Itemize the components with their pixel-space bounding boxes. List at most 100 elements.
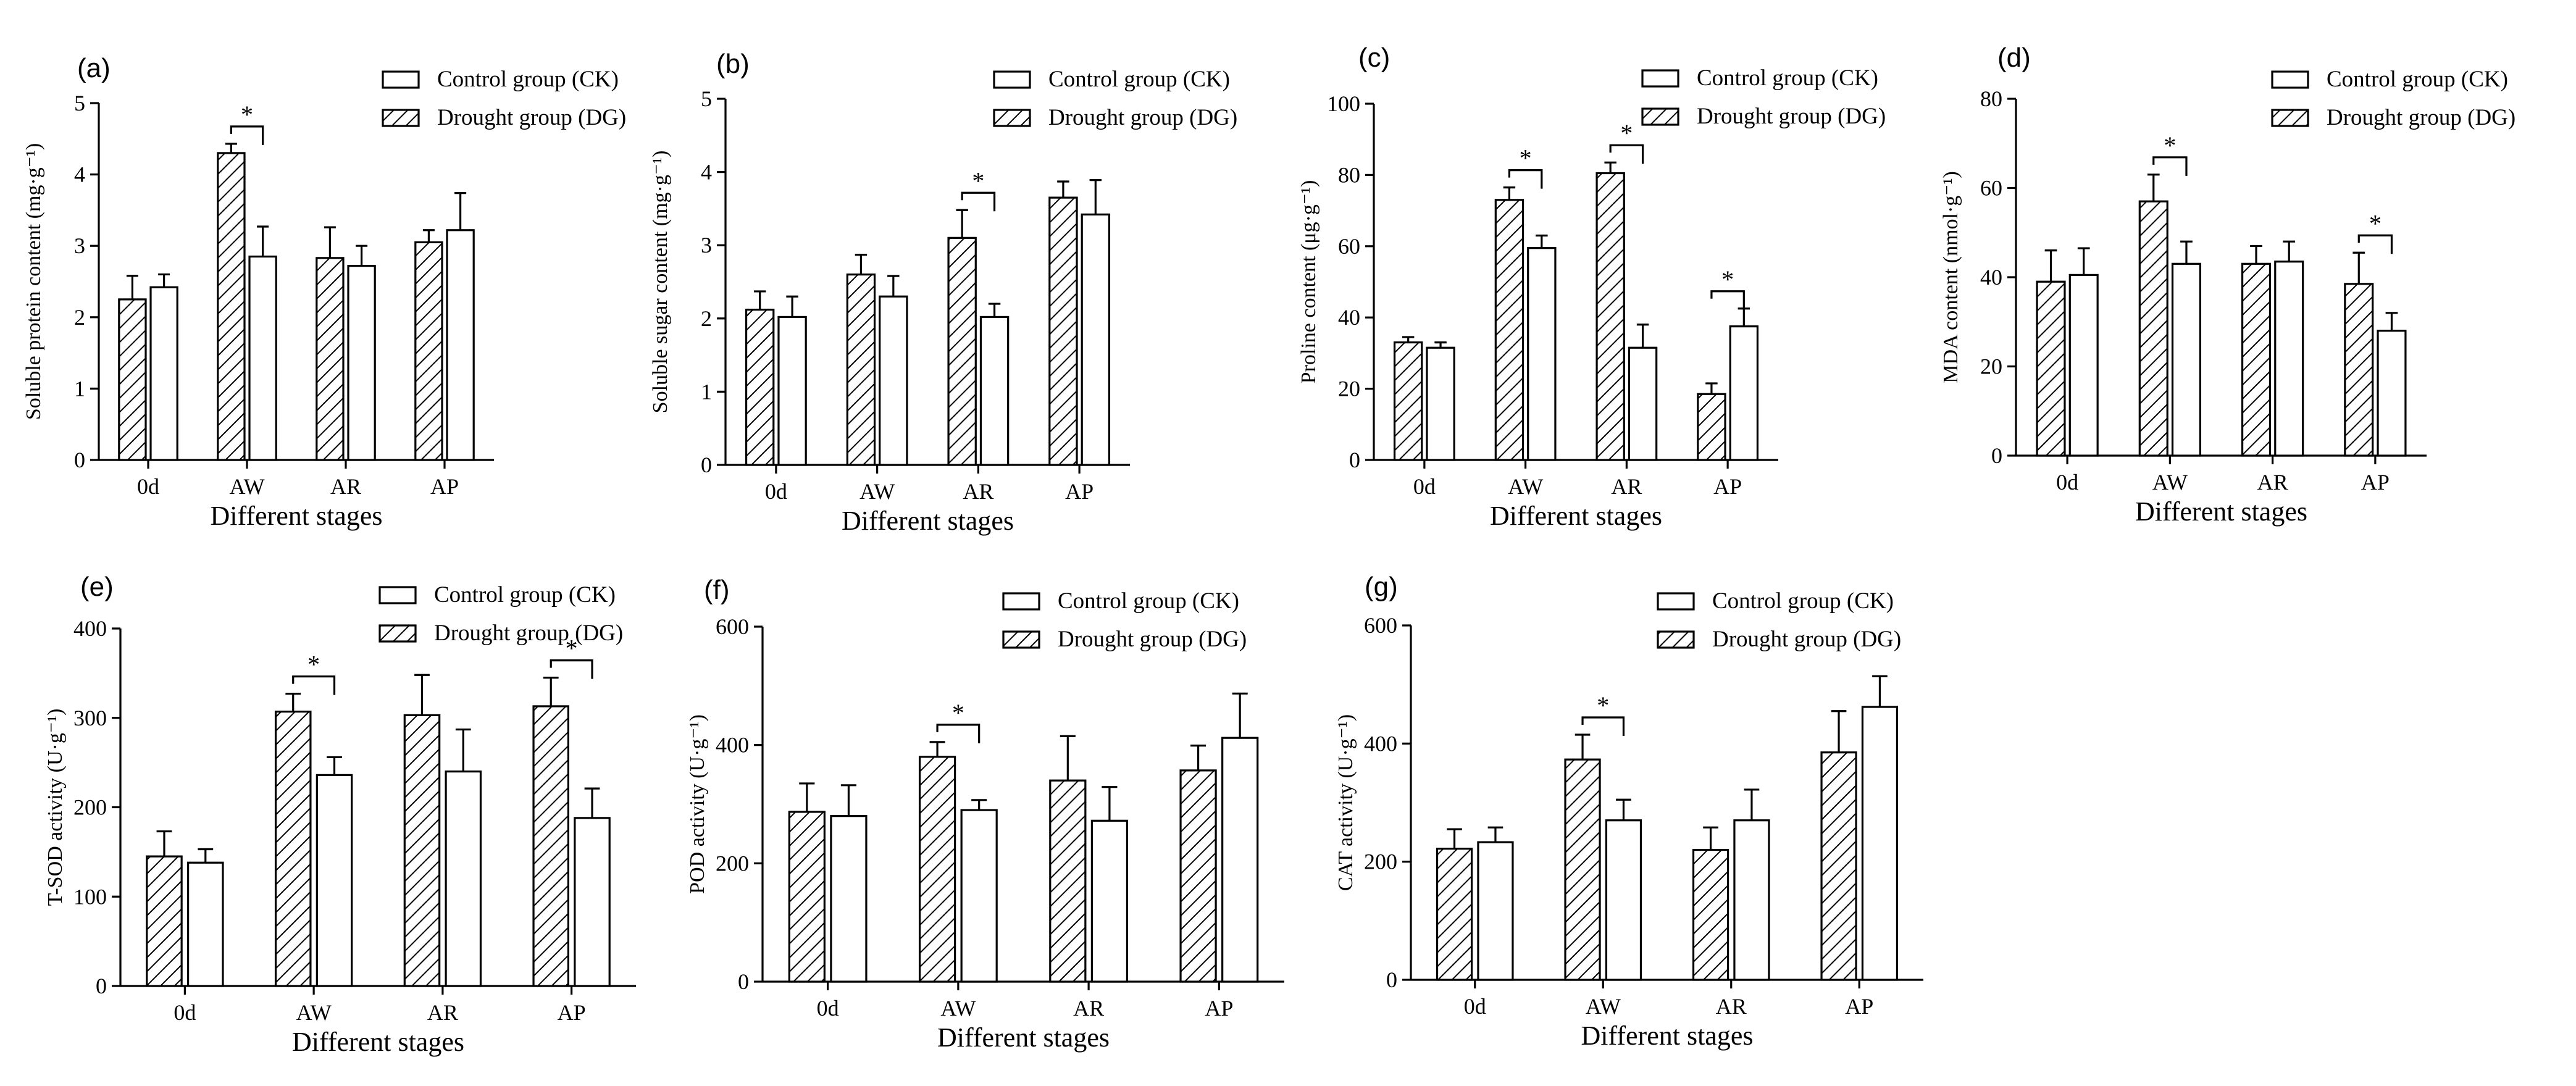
x-axis-label: Different stages: [1581, 1021, 1754, 1051]
significance-star: *: [566, 635, 578, 662]
bar-drought: [274, 711, 312, 987]
significance-star: *: [1520, 144, 1532, 172]
x-axis-label: Different stages: [1490, 501, 1662, 531]
bar-drought: [2241, 262, 2272, 457]
legend-swatch-drought: [993, 109, 1031, 127]
bar-drought: [316, 257, 345, 461]
bar-drought: [1595, 172, 1625, 461]
y-tick-label: 20: [1338, 377, 1360, 401]
panel-letter: (b): [716, 49, 750, 79]
legend-label: Control group (CK): [2327, 67, 2508, 92]
bar-drought: [1048, 196, 1078, 466]
legend-label: Control group (CK): [437, 67, 619, 92]
bar-control: [2377, 330, 2407, 457]
chart-panel-f: (f) 0 200 400 600 POD activity (U·g⁻¹) Differe…: [686, 575, 1284, 1053]
y-tick-label: 0: [96, 974, 107, 998]
legend-label: Drought group (DG): [434, 620, 623, 646]
bar-control: [2274, 261, 2304, 457]
y-tick-label: 0: [701, 453, 712, 477]
bar-control: [2068, 274, 2099, 457]
x-axis-label: Different stages: [211, 501, 383, 531]
legend-swatch-control: [378, 586, 417, 604]
x-tick-label: AP: [558, 1000, 586, 1025]
y-axis-label: POD activity (U·g⁻¹): [686, 714, 709, 894]
y-axis-label: Soluble sugar content (mg·g⁻¹): [649, 151, 672, 414]
x-tick-label: AR: [2257, 470, 2288, 495]
bar-control: [777, 315, 807, 466]
bar-drought: [1436, 848, 1473, 981]
chart-panel-g: (g) 0 200 400 600 CAT activity (U·g⁻¹) Differe…: [1334, 572, 1923, 1051]
y-tick-label: 80: [1338, 162, 1360, 187]
bar-drought: [403, 714, 441, 987]
bar-drought: [1692, 848, 1729, 981]
bar-drought: [118, 298, 147, 461]
y-tick-label: 600: [716, 614, 749, 639]
y-tick-label: 1: [701, 379, 712, 404]
significance-star: *: [972, 167, 984, 194]
x-tick-label: AR: [963, 479, 993, 504]
legend-label: Control group (CK): [434, 582, 616, 608]
x-tick-label: 0d: [765, 479, 787, 504]
bar-control: [1426, 346, 1455, 461]
legend-swatch-control: [993, 70, 1031, 89]
legend-swatch-control: [1002, 592, 1040, 611]
x-tick-label: AW: [2152, 470, 2188, 495]
bar-drought: [1820, 751, 1857, 981]
significance-bracket: [936, 724, 981, 743]
x-tick-label: AR: [1611, 474, 1642, 499]
bar-control: [248, 255, 277, 461]
bar-control: [1221, 737, 1259, 983]
bar-drought: [918, 756, 956, 983]
bar-drought: [1564, 758, 1601, 981]
significance-star: *: [241, 101, 253, 128]
y-axis-label: MDA content (nmol·g⁻¹): [1939, 171, 1962, 383]
x-tick-label: 0d: [137, 474, 159, 499]
bar-drought: [146, 855, 183, 987]
legend-label: Control group (CK): [1048, 67, 1230, 92]
bar-control: [1090, 819, 1129, 983]
legend-swatch-drought: [378, 624, 417, 643]
significance-bracket: [230, 125, 264, 145]
y-tick-label: 100: [73, 884, 107, 909]
y-tick-label: 2: [701, 306, 712, 331]
significance-star: *: [1620, 119, 1633, 147]
panel-letter: (c): [1358, 43, 1390, 73]
panel-letter: (g): [1365, 572, 1398, 602]
legend-label: Drought group (DG): [1048, 105, 1237, 130]
bar-drought: [1393, 341, 1423, 461]
chart-panel-e: (e) 0 100 200 300 400 T-SOD activity (U·g⁻¹) Di…: [44, 572, 636, 1057]
legend-label: Control group (CK): [1058, 588, 1239, 614]
y-tick-label: 200: [716, 851, 749, 875]
bar-control: [2171, 262, 2202, 457]
panel-letter: (e): [80, 572, 114, 602]
bar-drought: [846, 274, 876, 466]
x-tick-label: 0d: [817, 996, 839, 1021]
x-tick-label: AP: [2361, 470, 2390, 495]
x-tick-label: AW: [229, 474, 264, 499]
y-tick-label: 60: [1980, 176, 2002, 201]
legend-swatch-control: [2271, 70, 2309, 89]
bar-drought: [2344, 283, 2374, 457]
y-tick-label: 60: [1338, 234, 1360, 259]
bar-drought: [1697, 393, 1726, 461]
legend-label: Drought group (DG): [1712, 627, 1901, 652]
bar-control: [1729, 325, 1759, 461]
legend-swatch-drought: [382, 109, 420, 127]
x-tick-label: AW: [1586, 994, 1621, 1019]
y-tick-label: 600: [1364, 613, 1397, 638]
legend-swatch-drought: [1002, 630, 1040, 649]
y-tick-label: 3: [701, 233, 712, 257]
x-tick-label: AW: [1508, 474, 1543, 499]
x-tick-label: 0d: [2056, 470, 2078, 495]
panel-letter: (d): [1997, 43, 2031, 73]
bar-control: [1733, 819, 1770, 981]
bar-control: [1081, 213, 1111, 466]
y-tick-label: 100: [1327, 91, 1360, 116]
bar-control: [979, 315, 1010, 466]
y-tick-label: 4: [74, 162, 85, 187]
y-axis-label: Soluble protein content (mg·g⁻¹): [22, 143, 45, 420]
significance-bracket: [1508, 169, 1543, 189]
bar-drought: [788, 811, 826, 983]
x-tick-label: AR: [1073, 996, 1104, 1021]
chart-panel-a: (a) 0 1 2 3 4 5 Soluble protein content (mg·g⁻¹…: [22, 53, 626, 531]
